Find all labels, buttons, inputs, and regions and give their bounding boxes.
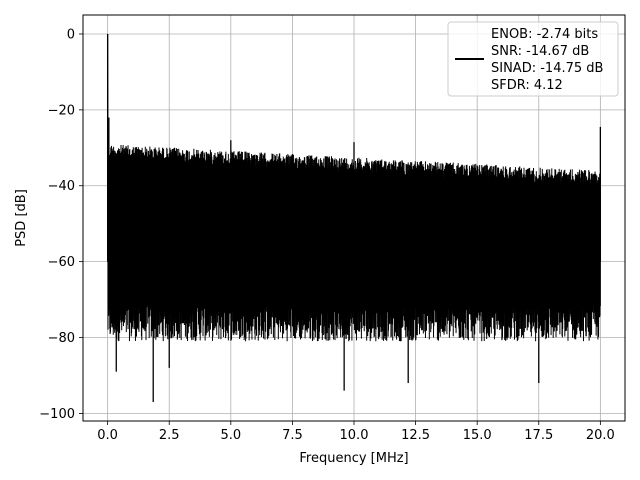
x-tick-label: 15.0 bbox=[463, 428, 492, 443]
y-tick-label: 0 bbox=[67, 27, 75, 42]
x-tick-label: 10.0 bbox=[340, 428, 369, 443]
x-ticks: 0.0 2.5 5.0 7.5 10.0 12.5 15.0 17.5 20.0 bbox=[97, 421, 615, 443]
x-axis-label: Frequency [MHz] bbox=[299, 451, 408, 466]
legend: ENOB: -2.74 bits SNR: -14.67 dB SINAD: -14… bbox=[447, 21, 619, 97]
legend-entry: ENOB: -2.74 bits SNR: -14.67 dB SINAD: -14… bbox=[491, 27, 603, 93]
psd-trace bbox=[107, 33, 601, 342]
x-tick-label: 0.0 bbox=[97, 428, 118, 443]
legend-line: SINAD: -14.75 dB bbox=[491, 61, 603, 76]
y-tick-label: −40 bbox=[48, 179, 75, 194]
y-tick-label: −80 bbox=[48, 331, 75, 346]
x-tick-label: 17.5 bbox=[524, 428, 553, 443]
y-tick-label: −60 bbox=[48, 255, 75, 270]
psd-series bbox=[106, 33, 602, 403]
y-tick-label: −100 bbox=[39, 407, 75, 422]
y-tick-label: −20 bbox=[48, 103, 75, 118]
x-tick-label: 12.5 bbox=[401, 428, 430, 443]
legend-line: SNR: -14.67 dB bbox=[491, 44, 589, 59]
x-tick-label: 2.5 bbox=[159, 428, 180, 443]
x-tick-label: 7.5 bbox=[282, 428, 303, 443]
y-axis-label: PSD [dB] bbox=[14, 189, 29, 247]
y-ticks: 0 −20 −40 −60 −80 −100 bbox=[39, 27, 83, 422]
legend-line: SFDR: 4.12 bbox=[491, 78, 563, 93]
x-tick-label: 20.0 bbox=[586, 428, 615, 443]
legend-box bbox=[447, 21, 619, 97]
legend-line: ENOB: -2.74 bits bbox=[491, 27, 598, 42]
x-tick-label: 5.0 bbox=[220, 428, 241, 443]
